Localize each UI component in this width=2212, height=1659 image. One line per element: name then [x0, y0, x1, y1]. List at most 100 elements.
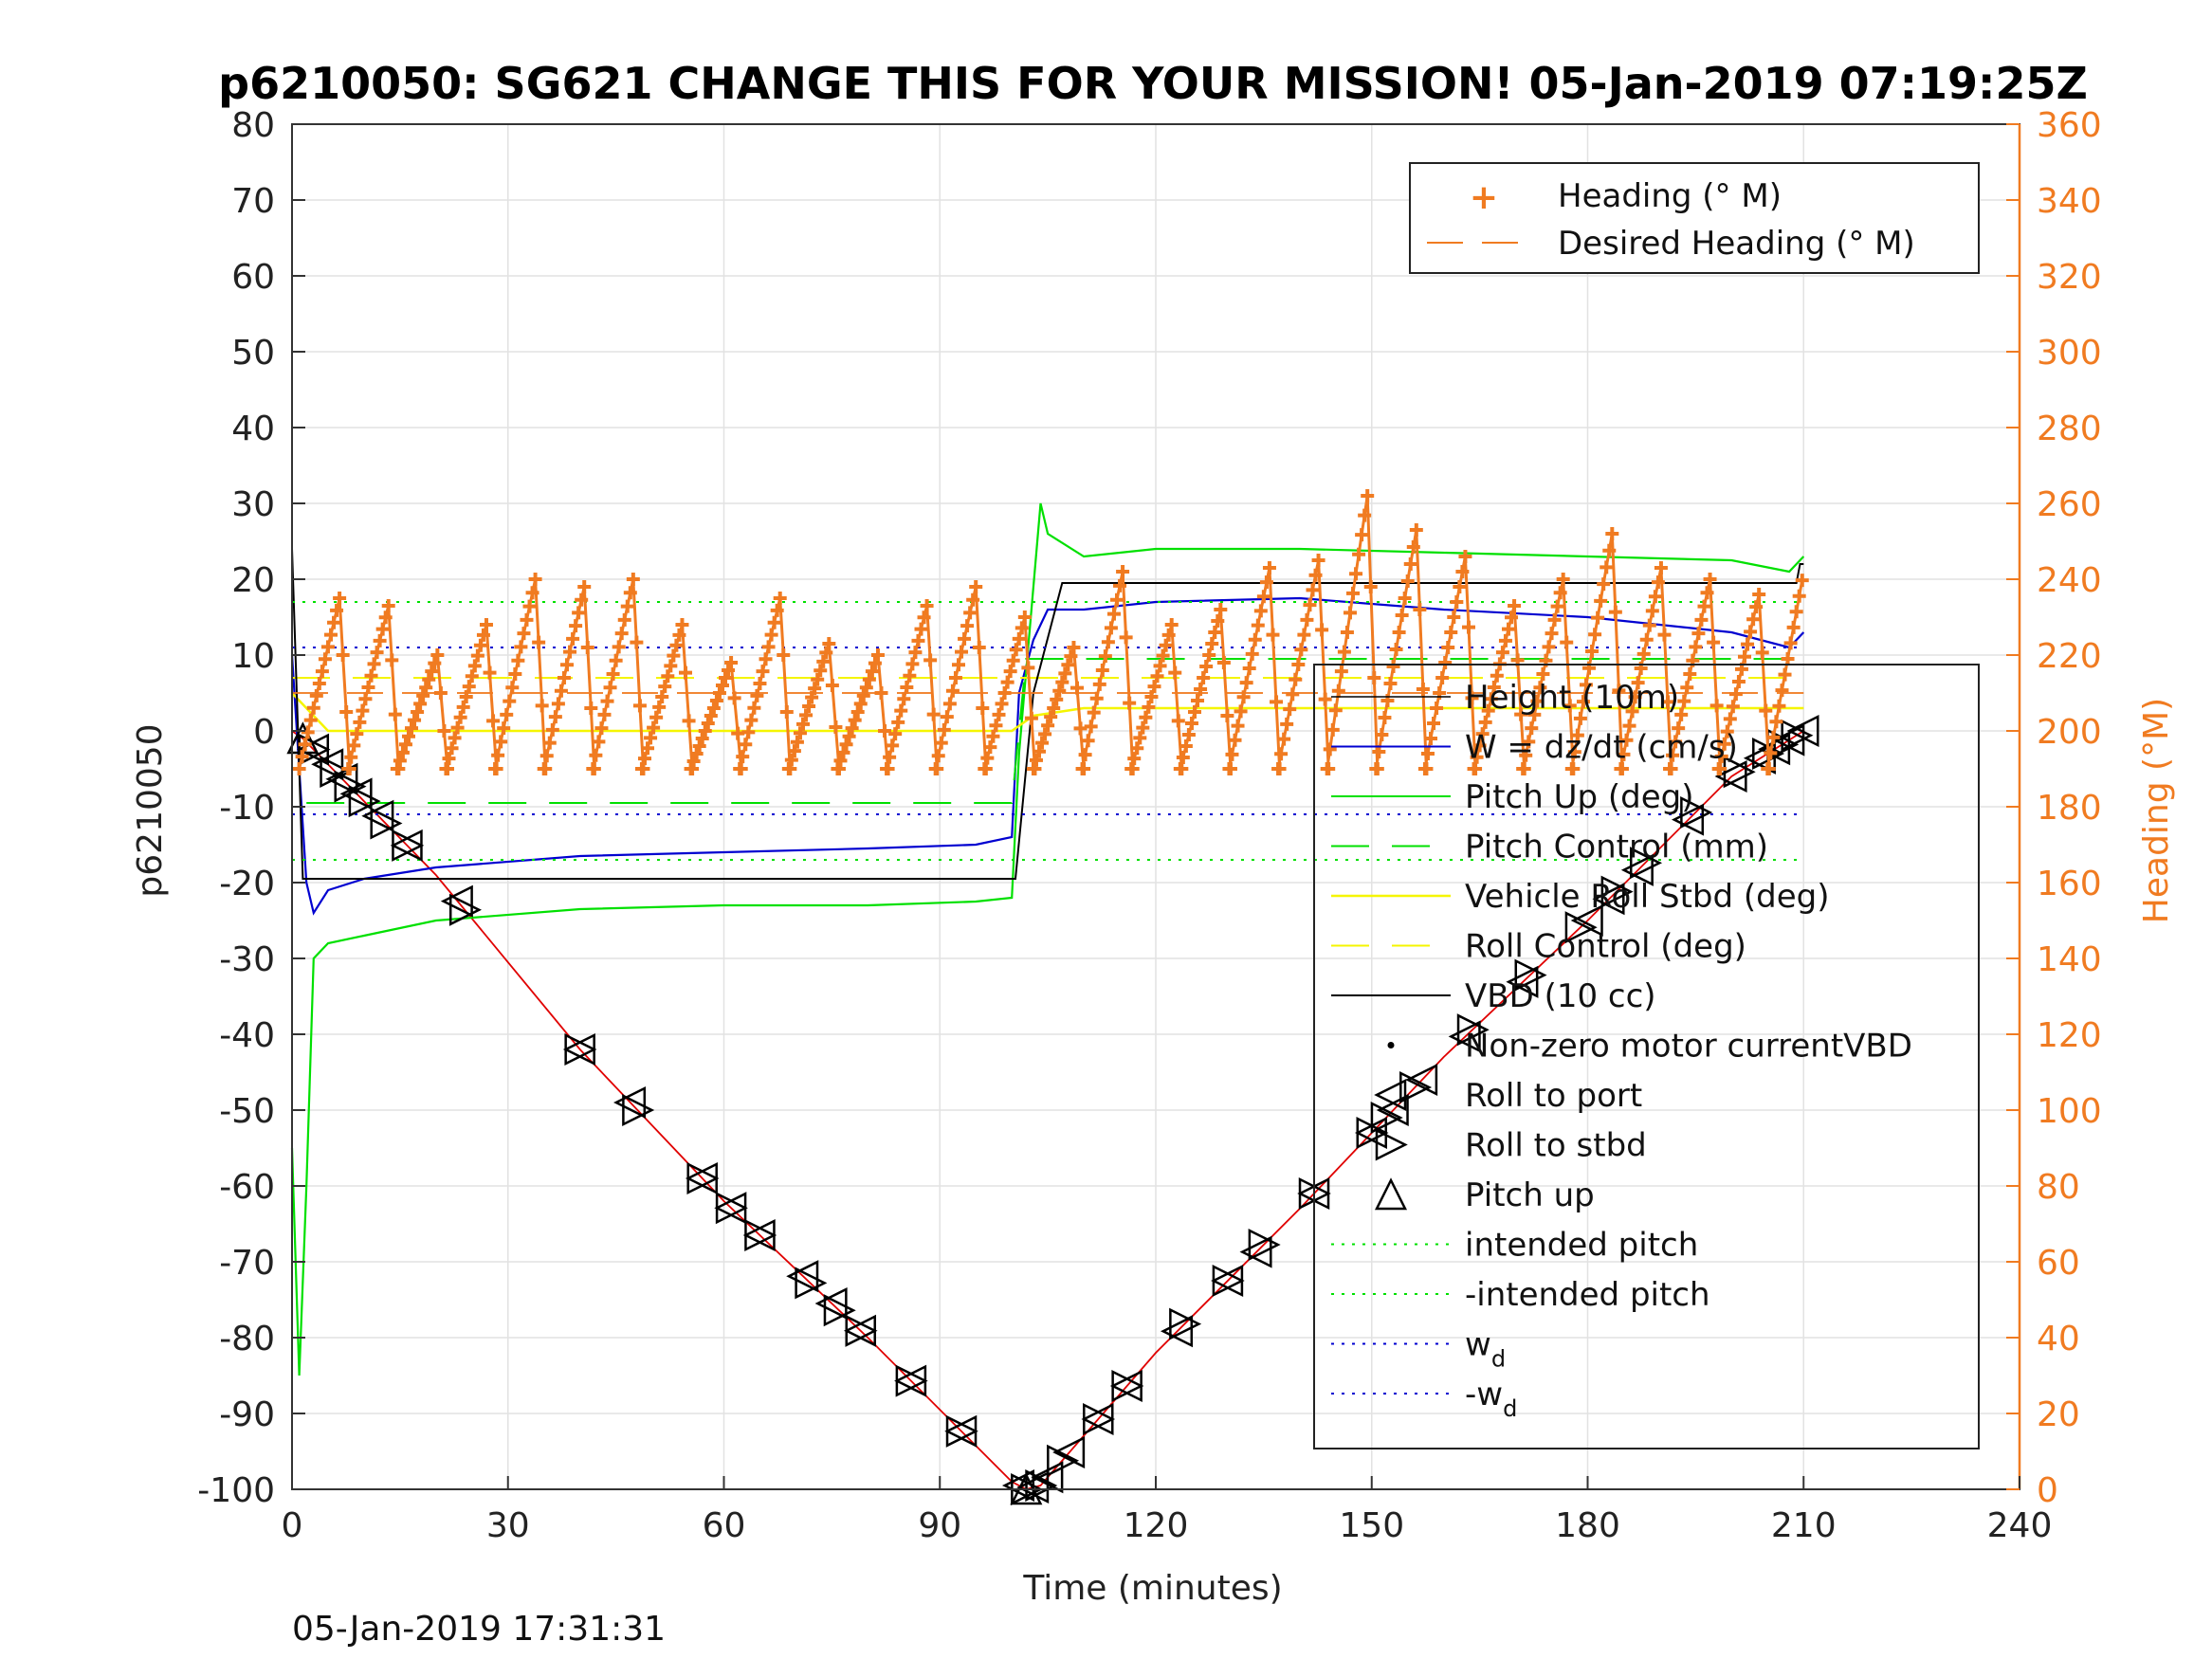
heading-point	[467, 659, 482, 673]
heading-point	[1720, 724, 1734, 738]
heading-point	[1752, 588, 1766, 601]
y-tick-label: -30	[219, 940, 275, 979]
tick-layer: 0 30 60 90 120 150 180 210 24080706050403020100-…	[197, 106, 2101, 1545]
heading-point	[1277, 732, 1291, 746]
heading-point	[1216, 656, 1231, 669]
heading-point	[1363, 580, 1378, 593]
heading-point	[1427, 717, 1441, 730]
marker-roll-to-port	[1160, 1315, 1194, 1348]
heading-point	[862, 672, 876, 686]
heading-point	[641, 741, 655, 756]
y-tick-label: -40	[219, 1016, 275, 1055]
marker-roll-to-port	[814, 1286, 848, 1321]
x-axis-label: Time (minutes)	[1022, 1569, 1282, 1608]
heading-point	[557, 671, 571, 684]
heading-point	[1308, 568, 1323, 582]
heading-point	[845, 721, 859, 736]
legend-label: Vehicle Roll Stbd (deg)	[1465, 878, 1830, 916]
heading-point	[1563, 699, 1577, 713]
heading-point	[1478, 715, 1492, 729]
heading-point	[980, 751, 995, 765]
marker-roll-to-stbd	[448, 893, 482, 926]
y2-axis-label: Heading (°M)	[2137, 698, 2176, 923]
marker-roll-to-port	[786, 1260, 819, 1293]
heading-point	[1038, 727, 1052, 741]
legend-label: -wd	[1465, 1376, 1517, 1422]
marker-roll-to-port	[1570, 903, 1603, 938]
y-tick-label: 60	[231, 258, 275, 297]
heading-point	[744, 713, 759, 727]
heading-point	[1628, 690, 1642, 704]
heading-point	[874, 686, 888, 700]
heading-point	[1017, 611, 1032, 624]
heading-point	[577, 580, 592, 593]
legend-main: Height (10m) W = dz/dt (cm/s) Pitch Up (de…	[1313, 664, 1980, 1449]
marker-roll-to-stbd	[1047, 1444, 1080, 1477]
heading-point	[1259, 575, 1273, 590]
marker-roll-to-stbd	[1680, 795, 1713, 830]
heading-point	[295, 750, 309, 764]
marker-layer	[286, 714, 1819, 1506]
y-tick-label: 20	[231, 561, 275, 600]
heading-point	[1092, 677, 1106, 691]
heading-point	[548, 710, 562, 724]
marker-roll-to-stbd	[1212, 1264, 1245, 1298]
y-tick-label: -100	[197, 1471, 275, 1510]
heading-point	[658, 680, 672, 694]
heading-point	[764, 628, 778, 642]
marker-roll-to-stbd	[686, 1161, 720, 1195]
heading-point	[1738, 649, 1751, 664]
marker-roll-to-port	[1405, 1063, 1438, 1097]
heading-point	[1416, 683, 1430, 696]
heading-point	[1101, 635, 1115, 649]
heading-point	[733, 762, 747, 775]
heading-point	[972, 641, 986, 654]
heading-point	[350, 727, 364, 741]
heading-point	[747, 701, 761, 715]
heading-point	[816, 654, 831, 668]
heading-point	[1677, 694, 1691, 708]
heading-point	[908, 646, 923, 660]
heading-point	[503, 694, 517, 708]
heading-point	[767, 615, 781, 629]
y-tick-label: -80	[219, 1320, 275, 1358]
heading-point	[983, 740, 997, 755]
heading-point	[1594, 593, 1608, 608]
marker-roll-to-stbd	[1456, 1013, 1490, 1047]
marker-roll-to-port	[325, 762, 358, 795]
heading-point	[1346, 586, 1361, 600]
heading-point	[1194, 683, 1208, 696]
heading-point	[1726, 700, 1740, 714]
heading-point	[664, 659, 678, 673]
marker-roll-to-port	[1016, 1470, 1050, 1504]
heading-point	[1181, 728, 1196, 741]
y2-tick-label: 220	[2037, 637, 2102, 676]
heading-point	[1349, 567, 1363, 581]
heading-point	[1717, 737, 1731, 751]
heading-point	[799, 708, 814, 722]
heading-point	[572, 606, 586, 620]
heading-point	[1228, 733, 1242, 747]
heading-point	[1179, 739, 1193, 753]
heading-point	[655, 690, 669, 703]
heading-point	[888, 727, 903, 741]
heading-point	[439, 762, 453, 775]
heading-point	[692, 739, 706, 753]
heading-point	[632, 699, 647, 713]
y-tick-label: 0	[253, 713, 275, 752]
heading-point	[1447, 611, 1461, 624]
heading-point	[722, 664, 736, 677]
heading-point	[1139, 710, 1153, 724]
heading-point	[931, 749, 945, 763]
heading-point	[318, 652, 332, 666]
heading-point	[1487, 681, 1501, 694]
heading-point	[1283, 702, 1297, 717]
heading-point	[903, 668, 917, 683]
heading-point	[750, 688, 764, 702]
heading-point	[333, 592, 347, 605]
heading-point	[647, 720, 661, 735]
heading-point	[715, 679, 729, 692]
heading-point	[1375, 728, 1389, 741]
heading-point	[1585, 645, 1600, 658]
heading-point	[514, 640, 528, 654]
